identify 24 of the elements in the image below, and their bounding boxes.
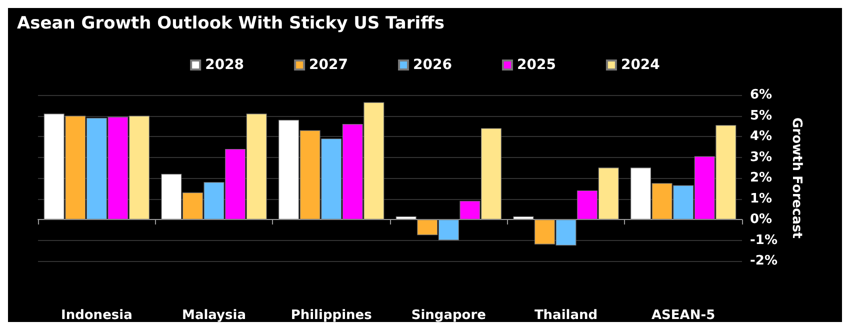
y-tick-label: 3% [750, 150, 772, 165]
legend-label: 2028 [205, 57, 244, 73]
bar [396, 216, 416, 220]
x-tick-label: Thailand [534, 308, 598, 323]
bar [513, 216, 534, 220]
x-tick-label: Malaysia [182, 308, 246, 323]
x-tick-label: Singapore [411, 308, 486, 323]
y-tick-label: -1% [750, 232, 778, 248]
y-tick-label: -2% [750, 254, 778, 268]
x-tick-label: Indonesia [60, 308, 132, 323]
y-tick-label: 2% [750, 170, 772, 186]
chart-title: Asean Growth Outlook With Sticky US Tariffs [17, 14, 445, 34]
x-tick-label: ASEAN-5 [651, 308, 716, 323]
legend-label: 2026 [413, 57, 452, 73]
y-tick-label: 1% [750, 191, 772, 206]
legend-label: 2027 [309, 57, 348, 73]
legend-label: 2024 [620, 57, 660, 73]
y-tick-label: 0% [750, 212, 772, 227]
x-tick-label: Philippines [290, 308, 372, 323]
legend-label: 2025 [516, 57, 556, 73]
y-tick-label: 5% [750, 108, 772, 124]
y-tick-label: 4% [750, 129, 772, 144]
y-tick-label: 6% [750, 88, 772, 102]
y-axis-title: Growth Forecast [789, 118, 804, 238]
